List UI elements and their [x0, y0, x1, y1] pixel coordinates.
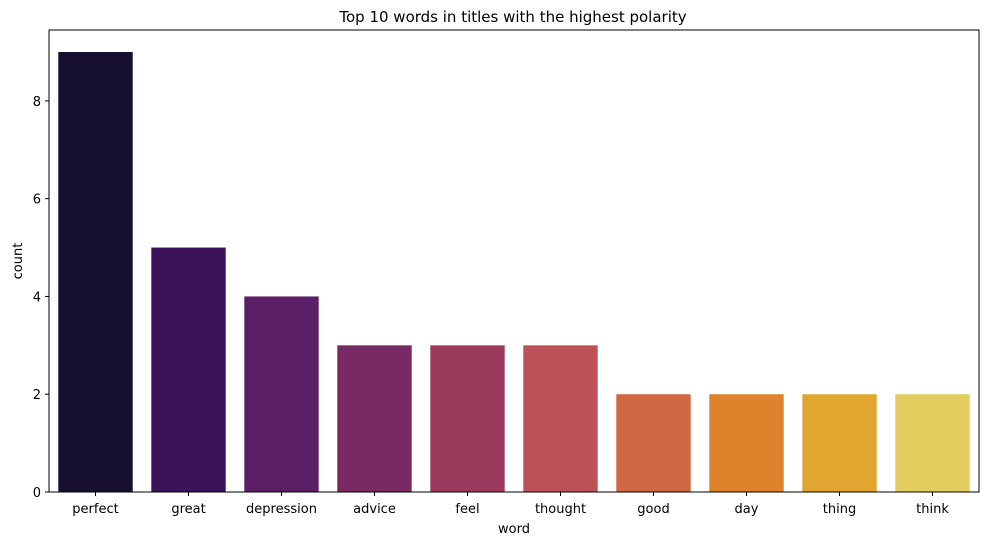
- bar-feel: [430, 345, 505, 492]
- y-axis-ticks: 0 2 4 6 8: [33, 95, 49, 501]
- y-axis-title: count: [11, 243, 26, 280]
- x-tick-label: thing: [823, 502, 856, 517]
- x-tick-label: advice: [353, 502, 396, 517]
- plot-frame: [48, 29, 980, 493]
- x-tick-label: good: [637, 502, 669, 517]
- bar-perfect: [58, 52, 133, 492]
- bar-thing: [802, 394, 877, 492]
- x-tick-label: perfect: [72, 502, 118, 517]
- y-tick-label: 8: [33, 95, 41, 110]
- bar-depression: [244, 296, 319, 492]
- y-tick-label: 4: [33, 290, 41, 305]
- x-tick-label: thought: [535, 502, 586, 517]
- bar-thought: [523, 345, 598, 492]
- x-axis-ticks: perfect great depression advice feel thought g…: [72, 492, 949, 517]
- bar-good: [616, 394, 691, 492]
- bar-great: [151, 247, 226, 492]
- bars-group: [58, 52, 970, 492]
- y-tick-label: 0: [33, 486, 41, 501]
- y-tick-label: 6: [33, 193, 41, 208]
- x-tick-label: day: [735, 502, 759, 517]
- x-tick-label: depression: [246, 502, 317, 517]
- x-axis-title: word: [498, 522, 530, 537]
- chart-title: Top 10 words in titles with the highest …: [338, 8, 686, 26]
- bar-day: [709, 394, 784, 492]
- x-tick-label: feel: [455, 502, 479, 517]
- x-tick-label: think: [916, 502, 949, 517]
- x-tick-label: great: [171, 502, 205, 517]
- bar-advice: [337, 345, 412, 492]
- y-tick-label: 2: [33, 388, 41, 403]
- bar-think: [895, 394, 970, 492]
